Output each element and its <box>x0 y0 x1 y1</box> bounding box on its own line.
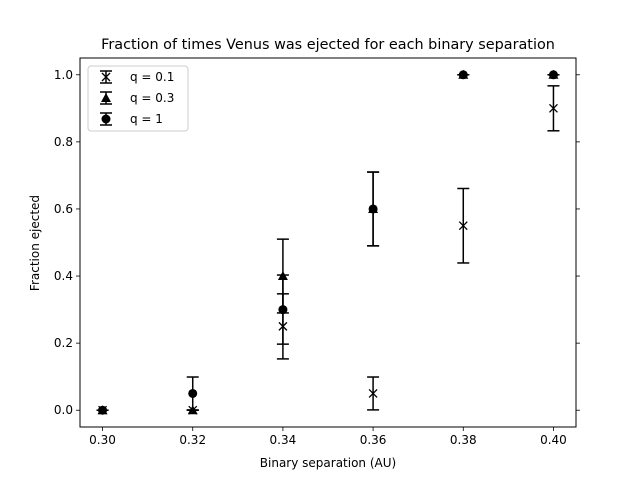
data-point <box>368 204 378 214</box>
x-tick-label: 0.36 <box>360 433 387 447</box>
data-point <box>98 405 108 415</box>
data-point <box>458 70 468 80</box>
data-point <box>368 388 378 398</box>
y-tick-label: 0.4 <box>54 269 73 283</box>
legend-marker <box>101 114 111 124</box>
legend-label: q = 0.1 <box>130 70 174 84</box>
data-point <box>458 221 468 231</box>
x-axis-label: Binary separation (AU) <box>260 456 396 470</box>
y-tick-label: 0.8 <box>54 135 73 149</box>
legend-marker <box>101 72 111 82</box>
data-point <box>278 305 288 315</box>
data-point <box>188 388 198 398</box>
x-marker-stroke <box>101 72 111 82</box>
x-marker-stroke <box>458 221 468 231</box>
y-axis-label: Fraction ejected <box>28 195 42 291</box>
x-tick-label: 0.32 <box>179 433 206 447</box>
axes-frame <box>79 57 577 428</box>
series-circle <box>96 70 560 415</box>
chart-title: Fraction of times Venus was ejected for … <box>101 37 555 53</box>
legend-label: q = 1 <box>130 112 163 126</box>
data-point <box>548 70 558 80</box>
y-tick-label: 0.6 <box>54 202 73 216</box>
plot-area: 0.30 0.32 0.34 0.36 0.38 0.40 0.0 0.2 0.4 0.6 0.8 1… <box>54 68 580 447</box>
x-tick-label: 0.38 <box>450 433 477 447</box>
x-tick-label: 0.30 <box>89 433 116 447</box>
y-tick-label: 0.2 <box>54 336 73 350</box>
x-tick-label: 0.34 <box>270 433 297 447</box>
legend: q = 0.1 q = 0.3 q = 1 <box>87 65 189 132</box>
x-marker-stroke <box>368 388 378 398</box>
x-marker-stroke <box>548 103 558 113</box>
legend-label: q = 0.3 <box>130 91 174 105</box>
data-point <box>548 103 558 113</box>
y-tick-label: 0.0 <box>54 403 73 417</box>
legend-box <box>87 65 189 132</box>
x-tick-label: 0.40 <box>540 433 567 447</box>
y-tick-label: 1.0 <box>54 68 73 82</box>
legend-marker <box>101 93 111 102</box>
